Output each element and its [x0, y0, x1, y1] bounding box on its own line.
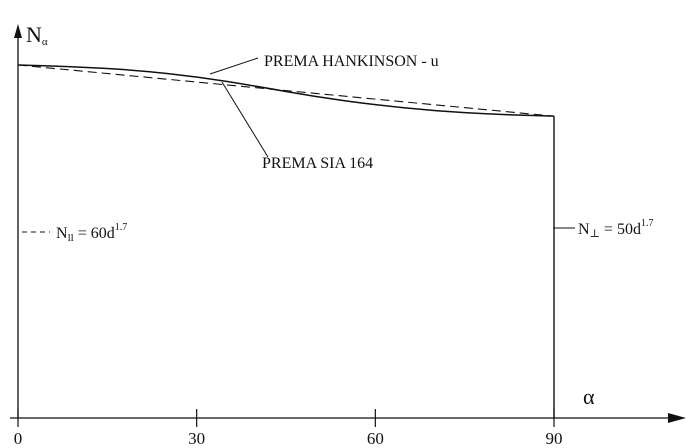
x-axis-arrow	[668, 413, 686, 423]
n-perp-label: N⊥ = 50d1.7	[578, 218, 653, 240]
sia-leader	[221, 81, 269, 158]
series-group	[17, 64, 555, 117]
sia-label: PREMA SIA 164	[262, 155, 373, 172]
x-tick-label-0: 0	[14, 429, 23, 448]
hankinson-label: PREMA HANKINSON - u	[264, 53, 439, 70]
x-tick-label-90: 90	[546, 429, 563, 448]
y-axis-arrow	[14, 24, 22, 38]
series-line-sia-164	[17, 64, 555, 117]
hankinson-leader	[209, 57, 259, 75]
series-line-hankinson	[17, 64, 555, 117]
x-ticks: 0 30 60 90	[14, 409, 563, 448]
x-axis-title: α	[583, 384, 595, 409]
y-axis-title: Nα	[26, 22, 48, 48]
n-parallel-label: Nll = 60d1.7	[56, 222, 127, 244]
x-tick-label-60: 60	[367, 429, 384, 448]
x-tick-label-30: 30	[188, 429, 205, 448]
